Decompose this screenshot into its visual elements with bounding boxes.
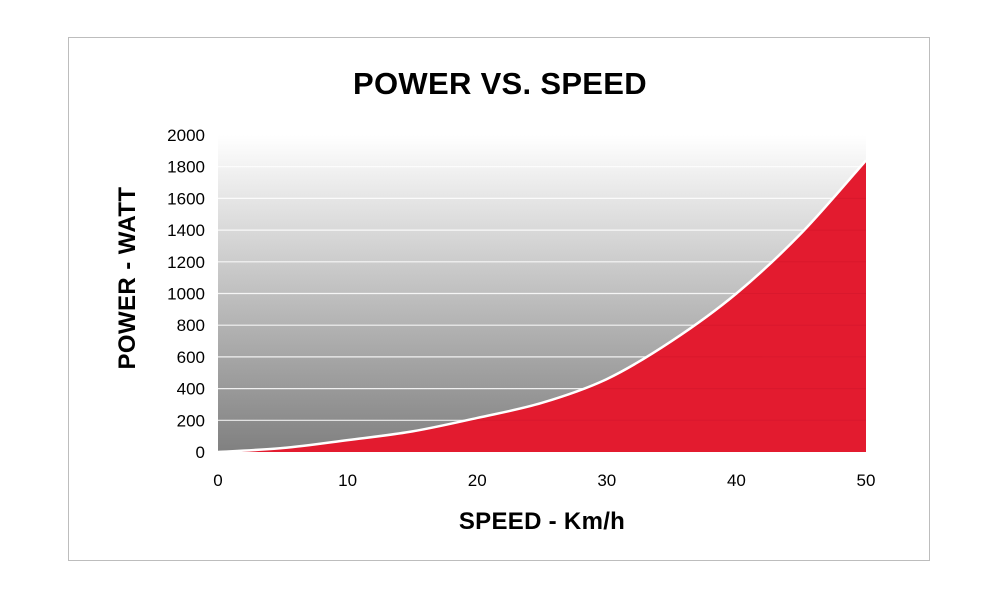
x-tick-label: 0 — [213, 471, 222, 490]
area-fill — [218, 160, 866, 453]
x-tick-label: 10 — [338, 471, 357, 490]
chart-title: POWER VS. SPEED — [353, 66, 647, 101]
y-tick-label: 200 — [177, 411, 205, 430]
x-tick-label: 50 — [857, 471, 876, 490]
y-tick-label: 400 — [177, 380, 205, 399]
y-tick-label: 1400 — [167, 221, 205, 240]
y-tick-label: 2000 — [167, 126, 205, 145]
series-line — [217, 159, 867, 454]
y-axis-label: POWER - WATT — [114, 186, 141, 370]
x-tick-label: 20 — [468, 471, 487, 490]
y-tick-label: 0 — [196, 443, 205, 462]
y-tick-label: 1000 — [167, 285, 205, 304]
y-tick-label: 1800 — [167, 158, 205, 177]
x-axis-label: SPEED - Km/h — [458, 508, 626, 535]
x-axis-ticks: 0 10 20 30 40 50 — [213, 471, 875, 490]
x-tick-label: 40 — [727, 471, 746, 490]
x-tick-label: 30 — [597, 471, 616, 490]
y-tick-label: 1200 — [167, 253, 205, 272]
y-axis-ticks: 0 200 400 600 800 1000 1200 1400 1600 1800 2000 — [167, 126, 205, 462]
y-tick-label: 600 — [177, 348, 205, 367]
y-tick-label: 800 — [177, 316, 205, 335]
y-tick-label: 1600 — [167, 189, 205, 208]
